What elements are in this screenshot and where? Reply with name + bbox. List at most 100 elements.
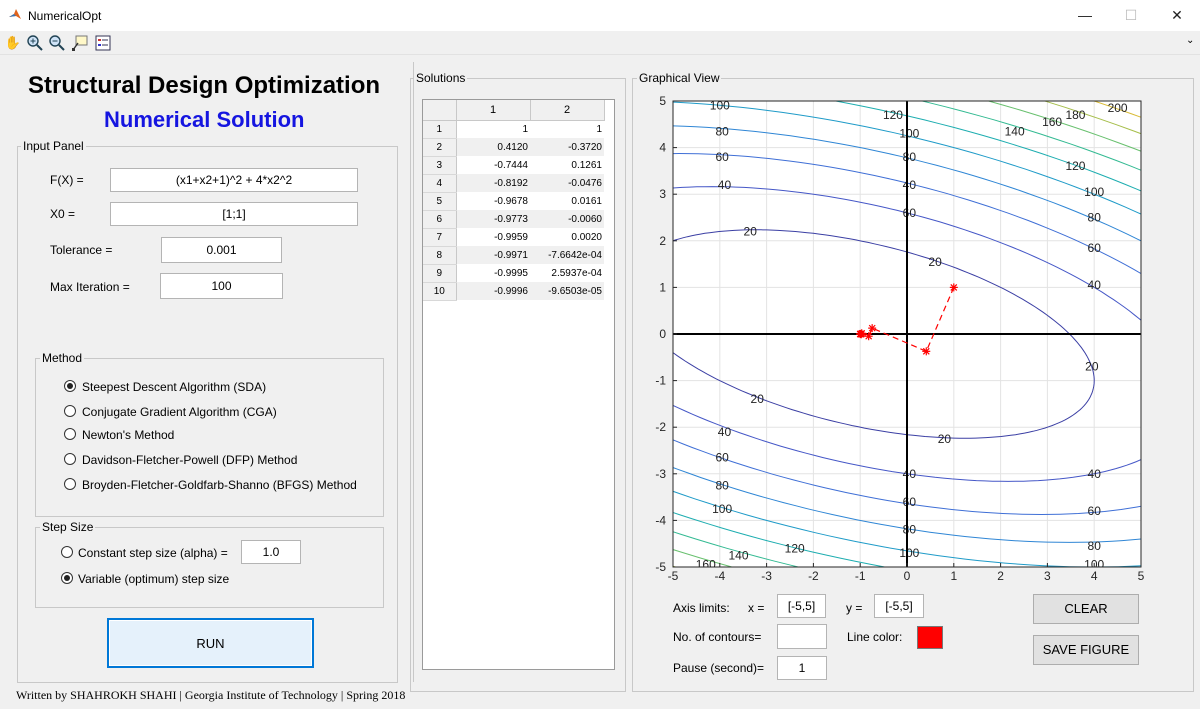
x-tick-label: -5	[668, 569, 679, 583]
cell-x2[interactable]: -9.6503e-05	[530, 282, 604, 300]
alpha-input[interactable]: 1.0	[241, 540, 301, 564]
cell-x2[interactable]: 0.1261	[571, 159, 602, 171]
marker-stroke	[950, 283, 958, 291]
cell-x1[interactable]: -0.9678	[494, 195, 528, 207]
row-header[interactable]: 1	[423, 120, 457, 139]
method-label-bfgs[interactable]: Broyden-Fletcher-Goldfarb-Shanno (BFGS) …	[82, 478, 357, 492]
method-radio-sda[interactable]	[64, 380, 76, 392]
contour-label: 100	[712, 502, 732, 516]
cell-x1[interactable]: -0.9959	[494, 231, 528, 243]
cell-x1[interactable]: -0.9971	[456, 246, 530, 264]
cell-x2[interactable]: 1	[596, 123, 602, 135]
method-radio-bfgs[interactable]	[64, 478, 76, 490]
table-row: 6 -0.9773 -0.0060	[423, 210, 604, 229]
column-header-1[interactable]: 1	[456, 100, 531, 121]
clear-button[interactable]: CLEAR	[1033, 594, 1139, 624]
cell-x1[interactable]: -0.9773	[456, 210, 530, 228]
legend-icon[interactable]	[94, 34, 112, 52]
line-color-swatch[interactable]	[917, 626, 943, 649]
cell-x2[interactable]: 2.5937e-04	[551, 267, 602, 279]
variable-step-label[interactable]: Variable (optimum) step size	[78, 572, 230, 586]
contours-input[interactable]	[777, 624, 827, 649]
method-label-sda[interactable]: Steepest Descent Algorithm (SDA)	[82, 380, 267, 394]
max-iteration-input[interactable]: 100	[160, 273, 283, 299]
table-row: 4 -0.8192 -0.0476	[423, 174, 604, 193]
cell-x1[interactable]: -0.8192	[456, 174, 530, 192]
contour-label: 20	[928, 255, 942, 269]
row-header[interactable]: 8	[423, 246, 457, 265]
table-row: 3 -0.7444 0.1261	[423, 156, 604, 175]
zoom-out-icon[interactable]	[48, 34, 66, 52]
row-header[interactable]: 3	[423, 156, 457, 175]
fx-input[interactable]: (x1+x2+1)^2 + 4*x2^2	[110, 168, 358, 192]
row-header[interactable]: 2	[423, 138, 457, 157]
method-radio-dfp[interactable]	[64, 453, 76, 465]
cell-x1[interactable]: 0.4120	[456, 138, 530, 156]
contour-label: 180	[1065, 108, 1085, 122]
solutions-title: Solutions	[414, 71, 468, 85]
row-header[interactable]: 7	[423, 228, 457, 247]
row-header[interactable]: 4	[423, 174, 457, 193]
x-tick-label: 0	[904, 569, 911, 583]
chevron-down-icon[interactable]: ⌄	[1186, 35, 1195, 46]
method-radio-cga[interactable]	[64, 405, 76, 417]
x0-input[interactable]: [1;1]	[110, 202, 358, 226]
contour-label: 120	[785, 541, 805, 555]
graphical-view-panel	[632, 78, 1194, 692]
row-header[interactable]: 6	[423, 210, 457, 229]
constant-step-label[interactable]: Constant step size (alpha) =	[78, 546, 228, 560]
cell-x2[interactable]: 0.0020	[571, 231, 602, 243]
method-panel-title: Method	[40, 351, 85, 365]
data-cursor-icon[interactable]	[71, 34, 89, 52]
contour-label: 60	[715, 150, 729, 164]
left-panel	[6, 62, 414, 709]
cell-x1[interactable]: 1	[522, 123, 528, 135]
cell-x1[interactable]: -0.9995	[494, 267, 528, 279]
method-label-dfp[interactable]: Davidson-Fletcher-Powell (DFP) Method	[82, 453, 298, 467]
pause-input[interactable]: 1	[777, 656, 827, 680]
contour-label: 20	[751, 392, 765, 406]
app-subtitle: Numerical Solution	[104, 107, 305, 132]
x-limit-input[interactable]: [-5,5]	[777, 594, 826, 618]
table-row: 7 -0.9959 0.0020	[423, 228, 604, 247]
contour-label: 20	[1085, 360, 1099, 374]
pan-hand-icon[interactable]: ✋	[4, 35, 22, 50]
row-header[interactable]: 10	[423, 282, 457, 301]
y-limit-input[interactable]: [-5,5]	[874, 594, 924, 618]
cell-x1[interactable]: -0.7444	[494, 159, 528, 171]
input-panel-title: Input Panel	[21, 139, 86, 153]
contour-label: 40	[718, 178, 732, 192]
contour-line-60	[673, 152, 1141, 516]
cell-x2[interactable]: -0.0476	[530, 174, 604, 192]
row-header[interactable]: 5	[423, 192, 457, 211]
method-label-cga[interactable]: Conjugate Gradient Algorithm (CGA)	[82, 405, 277, 419]
method-label-newton[interactable]: Newton's Method	[82, 428, 175, 442]
solutions-table[interactable]: 1 2 1 1 1 2 0.4120 -0.3720 3 -0.7444 0.1261 4 -0.8…	[422, 99, 615, 670]
zoom-in-icon[interactable]	[26, 34, 44, 52]
constant-step-radio[interactable]	[61, 546, 73, 558]
maximize-button[interactable]: ☐	[1124, 7, 1138, 23]
variable-step-radio[interactable]	[61, 572, 73, 584]
x-tick-label: 1	[950, 569, 957, 583]
contour-label: 20	[744, 224, 758, 238]
contour-label: 60	[903, 206, 917, 220]
contour-label: 80	[903, 523, 917, 537]
contours-label: No. of contours=	[673, 630, 762, 644]
tolerance-input[interactable]: 0.001	[161, 237, 282, 263]
run-button[interactable]: RUN	[107, 618, 314, 668]
save-figure-button[interactable]: SAVE FIGURE	[1033, 635, 1139, 665]
close-button[interactable]: ✕	[1171, 7, 1183, 23]
cell-x2[interactable]: -0.3720	[530, 138, 604, 156]
contour-label: 80	[1088, 211, 1102, 225]
x0-label: X0 =	[50, 207, 76, 221]
column-header-2[interactable]: 2	[530, 100, 605, 121]
cell-x2[interactable]: 0.0161	[571, 195, 602, 207]
method-radio-newton[interactable]	[64, 428, 76, 440]
cell-x2[interactable]: -7.6642e-04	[530, 246, 604, 264]
cell-x1[interactable]: -0.9996	[456, 282, 530, 300]
row-header[interactable]: 9	[423, 264, 457, 283]
app-title: Structural Design Optimization	[28, 72, 381, 99]
minimize-button[interactable]: —	[1078, 7, 1092, 23]
cell-x2[interactable]: -0.0060	[530, 210, 604, 228]
